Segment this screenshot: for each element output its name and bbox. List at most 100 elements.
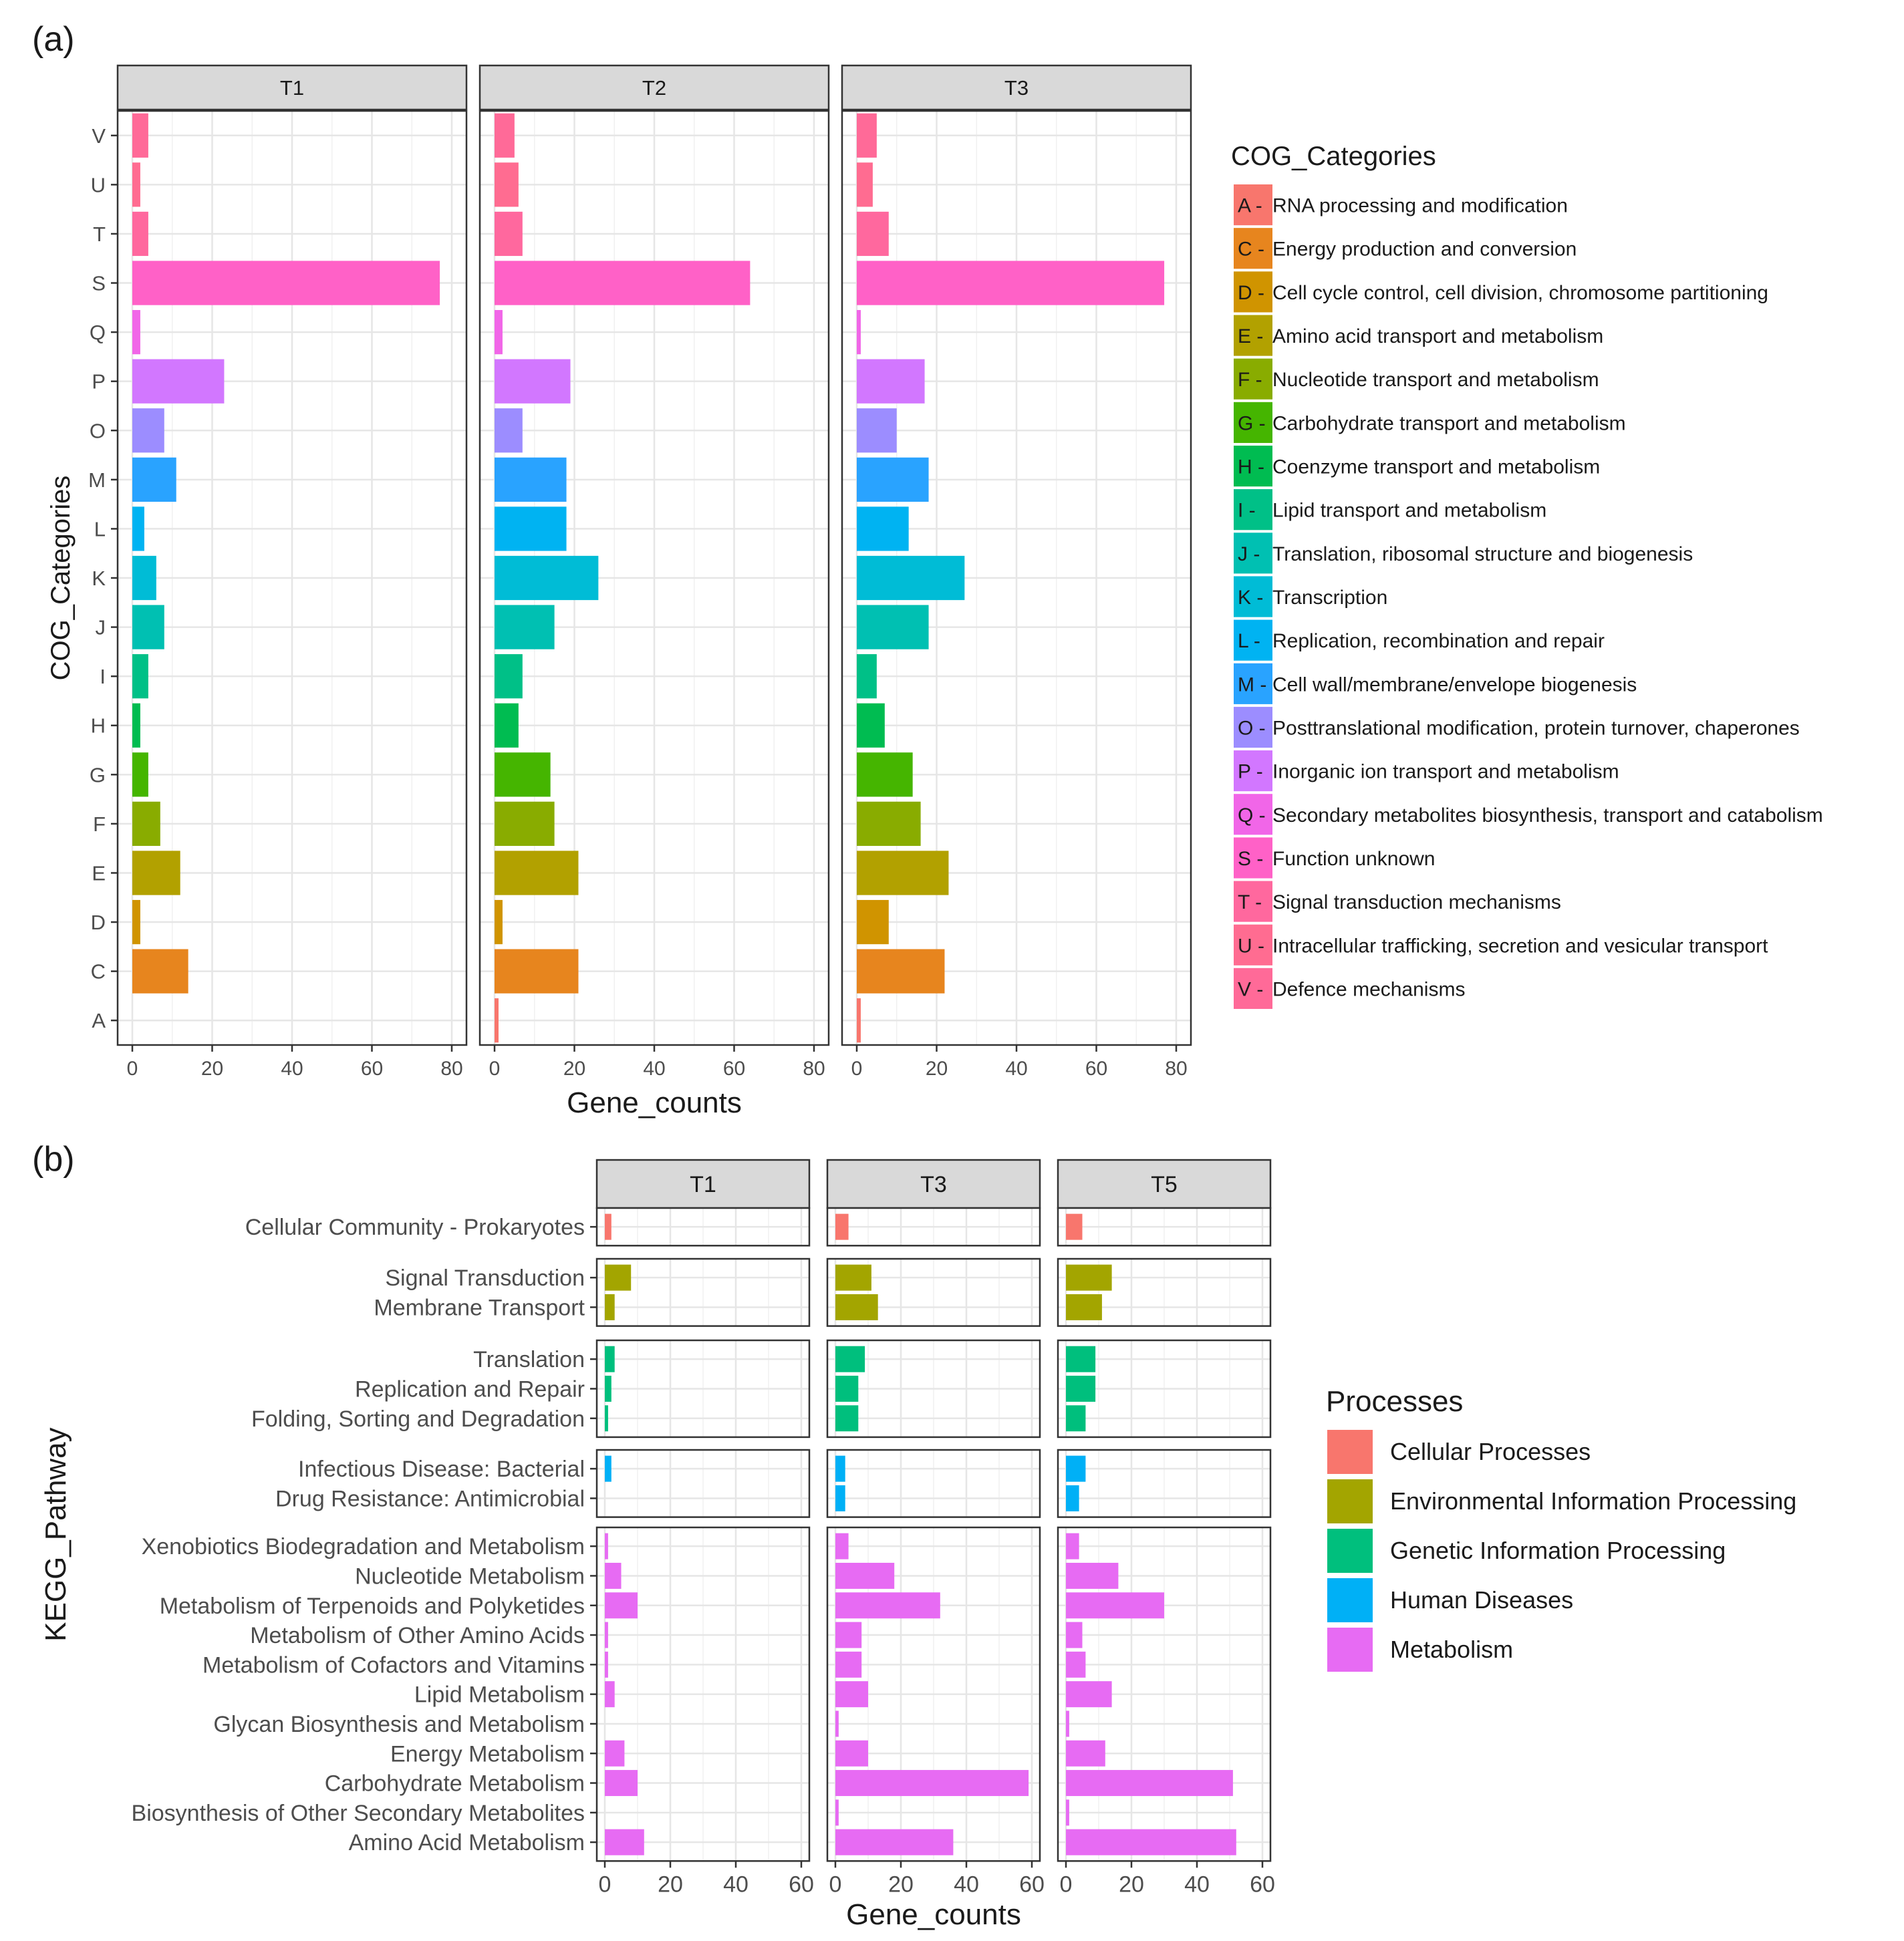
y-tick-label: Translation (473, 1347, 585, 1372)
bar-T3-J (857, 605, 929, 649)
x-tick-label: 40 (954, 1872, 979, 1897)
panel-border (595, 1257, 811, 1327)
x-tick-label: 0 (489, 1058, 501, 1080)
legend-item-Q: Q - Secondary metabolites biosynthesis, t… (1234, 794, 1823, 835)
panel-border (1057, 1526, 1272, 1862)
facet-strip-label: T2 (642, 76, 666, 100)
bar-T2-D (495, 899, 503, 945)
x-tick-label: 40 (1005, 1058, 1027, 1080)
legend-label: Metabolism (1390, 1636, 1513, 1663)
bar-T5-xenobiotics-biodegradation-and-metabolism (1066, 1533, 1079, 1559)
bar-T3-C (857, 949, 945, 994)
legend-item-F: F - Nucleotide transport and metabolism (1234, 358, 1599, 400)
bar-T5-glycan-biosynthesis-and-metabolism (1066, 1710, 1069, 1737)
y-tick-label-J: J (96, 616, 106, 639)
facet-strip-label: T1 (690, 1172, 716, 1197)
x-tick-label: 60 (1019, 1872, 1045, 1897)
bar-T3-O (857, 408, 897, 453)
legend-item-1: Environmental Information Processing (1327, 1479, 1796, 1523)
bar-T3-I (857, 654, 877, 699)
bar-T5-nucleotide-metabolism (1066, 1562, 1119, 1589)
bar-T1-E (132, 851, 180, 895)
y-tick-label: Biosynthesis of Other Secondary Metaboli… (132, 1801, 585, 1826)
bar-T3-metabolism-of-terpenoids-and-polyketides (835, 1592, 940, 1619)
bar-T1-translation (605, 1346, 615, 1372)
panel-border (826, 1526, 1041, 1862)
bar-T3-L (857, 506, 909, 551)
y-tick-label-C: C (91, 960, 106, 984)
legend-item-2: Genetic Information Processing (1327, 1529, 1726, 1573)
legend-key (1234, 967, 1272, 1009)
legend-item-L: L - Replication, recombination and repair (1234, 619, 1605, 661)
bar-T2-P (495, 359, 571, 404)
legend-item-G: G - Carbohydrate transport and metabolism (1234, 402, 1626, 443)
bar-T2-T (495, 211, 523, 257)
y-tick-label-K: K (92, 567, 106, 590)
x-tick-label: 0 (1060, 1872, 1073, 1897)
y-tick-label: Metabolism of Terpenoids and Polyketides (160, 1594, 585, 1619)
bar-T1-signal-transduction (605, 1264, 632, 1291)
x-tick-label: 60 (361, 1058, 383, 1080)
bar-T3-metabolism-of-cofactors-and-vitamins (835, 1651, 862, 1678)
bar-T1-U (132, 162, 140, 207)
legend-label: Intracellular trafficking, secretion and… (1272, 935, 1768, 957)
bar-T3-D (857, 899, 889, 945)
y-tick-label: Metabolism of Cofactors and Vitamins (202, 1652, 585, 1678)
legend-label: Cell wall/membrane/envelope biogenesis (1272, 674, 1637, 696)
legend-item-H: H - Coenzyme transport and metabolism (1234, 445, 1600, 487)
legend-label: Defence mechanisms (1272, 978, 1465, 1000)
legend-item-A: A - RNA processing and modification (1234, 184, 1568, 226)
x-tick-label: 0 (599, 1872, 611, 1897)
facet-strip-label: T1 (280, 76, 304, 100)
x-tick-label: 20 (926, 1058, 948, 1080)
legend-key (1234, 445, 1272, 487)
x-tick-label: 0 (851, 1058, 863, 1080)
facet-strip (479, 64, 830, 111)
facet-a-T3: T3 0 20 40 60 80 (841, 64, 1192, 1080)
bar-T1-nucleotide-metabolism (605, 1562, 622, 1589)
bar-T5-cellular-community-prokaryotes (1066, 1213, 1083, 1240)
x-tick-label: 80 (1165, 1058, 1187, 1080)
bar-T3-V (857, 113, 877, 158)
bar-T3-nucleotide-metabolism (835, 1562, 895, 1589)
bar-T1-carbohydrate-metabolism (605, 1770, 638, 1797)
legend-key (1234, 924, 1272, 965)
legend-item-T: T - Signal transduction mechanisms (1234, 881, 1561, 922)
legend-label: Cellular Processes (1390, 1438, 1591, 1465)
legend-key (1234, 619, 1272, 661)
bar-T5-infectious-disease-bacterial (1066, 1455, 1086, 1482)
y-tick-label-O: O (90, 419, 106, 442)
y-axis-title: COG_Categories (46, 476, 76, 681)
bar-T1-infectious-disease-bacterial (605, 1455, 611, 1482)
legend-item-J: J - Translation, ribosomal structure and … (1234, 533, 1693, 574)
legend-item-D: D - Cell cycle control, cell division, ch… (1234, 271, 1768, 313)
bar-T3-biosynthesis-of-other-secondary-metabolites (835, 1799, 839, 1826)
bar-T1-metabolism-of-cofactors-and-vitamins (605, 1651, 608, 1678)
bar-T1-F (132, 801, 160, 847)
legend-code: F - (1238, 369, 1262, 391)
legend-key (1327, 1578, 1373, 1622)
legend-key (1234, 358, 1272, 400)
bar-T3-K (857, 555, 965, 601)
y-tick-label: Infectious Disease: Bacterial (298, 1457, 585, 1482)
legend-label: Environmental Information Processing (1390, 1487, 1796, 1515)
legend-code: K - (1238, 587, 1263, 609)
bar-T1-D (132, 899, 140, 945)
legend-item-C: C - Energy production and conversion (1234, 228, 1577, 269)
y-tick-label: Amino Acid Metabolism (349, 1830, 585, 1855)
bar-T3-S (857, 261, 1165, 305)
legend-label: Inorganic ion transport and metabolism (1272, 761, 1619, 783)
legend-label: Lipid transport and metabolism (1272, 500, 1546, 522)
legend-label: Translation, ribosomal structure and bio… (1272, 543, 1693, 565)
bar-T3-Q (857, 309, 861, 355)
y-tick-label: Cellular Community - Prokaryotes (245, 1215, 585, 1240)
legend-item-V: V - Defence mechanisms (1234, 967, 1465, 1009)
legend-key (1234, 271, 1272, 313)
x-axis-title: Gene_counts (846, 1898, 1021, 1931)
legend-key (1234, 837, 1272, 879)
facet-a-T1: T1 0 20 40 60 80 (116, 64, 468, 1080)
bar-T5-signal-transduction (1066, 1264, 1112, 1291)
bar-T1-O (132, 408, 164, 453)
y-tick-label: Membrane Transport (374, 1295, 585, 1320)
legend-item-O: O - Posttranslational modification, prote… (1234, 706, 1800, 748)
